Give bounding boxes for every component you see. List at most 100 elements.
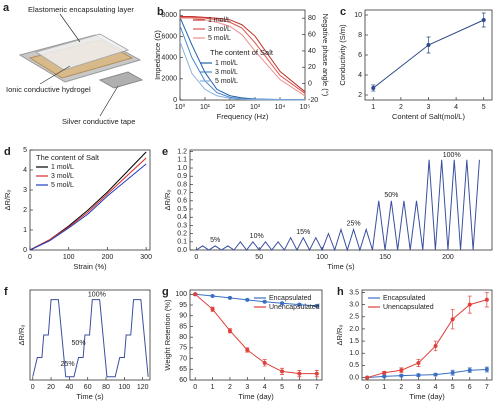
y-tick-label: 1.0 [177, 165, 187, 172]
x-tick-label: 2 [228, 384, 232, 391]
plot-frame [29, 289, 151, 381]
panel-letter: h [337, 286, 344, 298]
marker [450, 317, 455, 322]
x-tick-label: 5 [280, 384, 284, 391]
x-tick-label: 10¹ [200, 104, 211, 111]
x-tick-label: 40 [65, 384, 73, 391]
panel-letter: d [4, 146, 11, 158]
x-tick-label: 10⁵ [300, 104, 311, 111]
y-axis-label: Weight Retention (%) [163, 299, 172, 371]
marker [433, 343, 438, 348]
y-tick-label: 60 [179, 377, 187, 384]
y-tick-label: 6000 [161, 33, 177, 40]
y-tick-label: 1.2 [177, 148, 187, 155]
annotation: 100% [88, 291, 106, 298]
x-tick-label: 5 [482, 104, 486, 111]
series-line [180, 16, 306, 93]
x-axis-label: Strain (%) [73, 262, 107, 271]
x-tick-label: 1 [371, 104, 375, 111]
x-tick-label: 3 [416, 384, 420, 391]
y-tick-label: 65 [179, 366, 187, 373]
marker [416, 360, 421, 365]
marker [484, 367, 489, 372]
x-tick-label: 100 [63, 254, 75, 261]
y-tick-label: 2 [358, 92, 362, 99]
y-axis-label: ΔR/R₀ [163, 189, 172, 210]
marker [484, 297, 489, 302]
x-tick-label: 60 [84, 384, 92, 391]
marker [416, 373, 421, 378]
x-tick-label: 3 [245, 384, 249, 391]
marker [314, 371, 319, 376]
marker [467, 368, 472, 373]
marker [467, 302, 472, 307]
y-axis-label: ΔR/R₀ [3, 189, 12, 210]
legend-label: 3 mol/L [208, 26, 231, 33]
y-tick-label: 0.2 [177, 230, 187, 237]
y-tick-label: 100 [175, 291, 187, 298]
y-tick-label: 1.5 [349, 338, 359, 345]
x-tick-label: 0 [31, 384, 35, 391]
x-tick-label: 150 [379, 254, 391, 261]
x-tick-label: 20 [47, 384, 55, 391]
x-tick-label: 10⁴ [275, 104, 286, 111]
y-tick-label: 0.4 [177, 214, 187, 221]
y-tick-label: 6 [358, 52, 362, 59]
legend-title: The content of Salt [36, 153, 100, 162]
y-tick-label: 80 [308, 15, 316, 22]
x-tick-label: 2 [399, 384, 403, 391]
marker [262, 360, 267, 365]
plot-frame [29, 149, 151, 251]
marker [382, 370, 387, 375]
x-tick-label: 200 [102, 254, 114, 261]
annotation: 50% [384, 192, 398, 199]
series-line [195, 293, 317, 307]
marker [399, 368, 404, 373]
y-tick-label: 3 [23, 187, 27, 194]
y-tick-label: 2.0 [349, 326, 359, 333]
x-tick-label: 4 [454, 104, 458, 111]
x-axis-label: Time (day) [238, 392, 274, 401]
y-tick-label: 80 [179, 334, 187, 341]
y-tick-label: 8 [358, 32, 362, 39]
marker [399, 373, 404, 378]
y-tick-label: 8000 [161, 12, 177, 19]
series-line [179, 17, 306, 101]
panel-letter: g [162, 286, 169, 298]
series-line [372, 19, 484, 89]
y-tick-label: 0.5 [349, 362, 359, 369]
plot-frame [364, 9, 493, 101]
y-axis-label: ΔR/R₀ [17, 324, 26, 345]
y-tick-label: 60 [308, 31, 316, 38]
y-tick-label: 0.0 [349, 374, 359, 381]
legend-label: Encapsulated [383, 295, 426, 302]
legend-label: Encapsulated [269, 295, 312, 302]
annotation: 25% [347, 221, 361, 228]
legend-label: 5 mol/L [208, 35, 231, 42]
marker [365, 375, 370, 380]
marker [210, 294, 215, 298]
annotation: 15% [296, 229, 310, 236]
x-axis-label: Time (s) [327, 262, 355, 271]
x-tick-label: 1 [211, 384, 215, 391]
x-tick-label: 1 [382, 384, 386, 391]
marker [297, 302, 302, 307]
x-tick-label: 0 [28, 254, 32, 261]
plot-frame [361, 289, 493, 381]
x-tick-label: 6 [468, 384, 472, 391]
y-tick-label: 2 [23, 207, 27, 214]
legend-label: Unencapsulated [269, 304, 320, 311]
y-axis-label: Impedance (Ω) [153, 30, 162, 80]
pointer [59, 13, 81, 43]
panel-letter: e [162, 146, 168, 158]
series-line [196, 159, 480, 252]
y-tick-label: 5 [23, 147, 27, 154]
x-tick-label: 5 [451, 384, 455, 391]
panel-a-diagram: a Elastomeric encapsulating layer Ionic … [3, 2, 144, 126]
y-tick-label: 90 [179, 313, 187, 320]
series-line [29, 163, 147, 251]
y-tick-label: 3.0 [349, 301, 359, 308]
legend-label: 1 mol/L [51, 164, 74, 171]
marker [382, 374, 387, 379]
marker [426, 43, 431, 47]
